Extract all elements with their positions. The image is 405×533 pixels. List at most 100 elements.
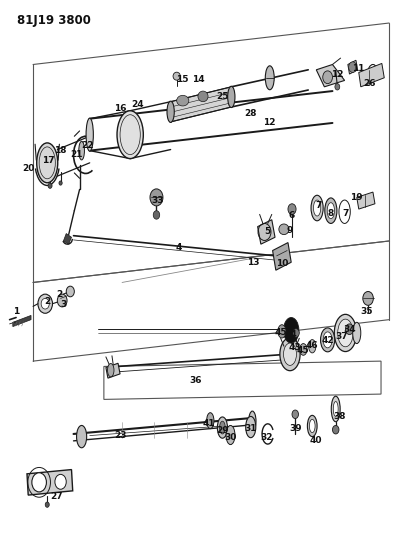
Text: 42: 42 [320,336,333,345]
Text: 45: 45 [296,346,309,355]
Ellipse shape [320,328,334,352]
Circle shape [55,474,66,489]
Circle shape [334,84,339,90]
Text: 7: 7 [314,201,321,210]
Ellipse shape [206,413,213,429]
Text: 9: 9 [286,226,292,235]
Ellipse shape [278,224,288,235]
Ellipse shape [313,200,320,216]
Text: 8: 8 [326,209,333,218]
Text: 20: 20 [22,164,34,173]
Polygon shape [63,233,71,244]
Ellipse shape [352,322,360,344]
Circle shape [48,183,52,188]
Text: 30: 30 [224,433,236,442]
Text: 22: 22 [81,141,94,150]
Polygon shape [358,63,383,87]
Ellipse shape [333,401,337,416]
Ellipse shape [86,118,93,151]
Ellipse shape [117,111,143,159]
Polygon shape [272,243,290,270]
Text: 29: 29 [215,426,228,435]
Ellipse shape [322,332,331,348]
Circle shape [348,62,356,72]
Text: 15: 15 [175,75,188,84]
Text: 39: 39 [288,424,301,433]
Ellipse shape [219,421,225,434]
Text: 12: 12 [263,118,275,127]
Text: 33: 33 [151,196,164,205]
Text: 12: 12 [330,70,343,78]
Circle shape [45,502,49,507]
Circle shape [332,425,338,434]
Text: 34: 34 [342,325,355,334]
Text: 40: 40 [309,437,321,446]
Circle shape [59,181,62,185]
Text: 24: 24 [131,100,143,109]
Ellipse shape [283,343,296,366]
Text: 32: 32 [260,433,273,442]
Text: 10: 10 [275,260,288,268]
Text: 44: 44 [284,330,297,339]
Text: 21: 21 [70,150,83,159]
Ellipse shape [166,101,174,123]
Ellipse shape [176,95,188,106]
Ellipse shape [324,198,336,223]
Text: 7: 7 [341,209,348,218]
Text: 46: 46 [305,341,317,350]
Circle shape [292,329,298,337]
Polygon shape [315,64,344,87]
Ellipse shape [310,195,322,221]
Text: 1: 1 [13,307,19,316]
Text: 31: 31 [244,424,256,433]
Ellipse shape [248,411,256,431]
Text: 4: 4 [175,244,181,253]
Circle shape [38,294,52,313]
Ellipse shape [264,66,273,90]
Text: 35: 35 [360,307,372,316]
Ellipse shape [333,314,356,352]
Circle shape [66,286,74,297]
Ellipse shape [36,143,58,183]
Circle shape [32,473,46,492]
Ellipse shape [326,203,334,219]
Circle shape [41,298,49,309]
Text: 41: 41 [202,419,215,428]
Text: 36: 36 [189,376,201,385]
Text: 27: 27 [50,491,63,500]
Ellipse shape [79,141,84,160]
Text: 3: 3 [60,300,66,309]
Text: 16: 16 [113,103,126,112]
Text: 2: 2 [56,290,62,299]
Ellipse shape [299,344,306,356]
Polygon shape [106,364,120,378]
Circle shape [345,324,353,335]
Text: 13: 13 [247,258,259,266]
Polygon shape [170,87,231,122]
Text: 26: 26 [362,78,375,87]
Ellipse shape [245,416,255,438]
Circle shape [362,292,373,305]
Ellipse shape [198,91,207,102]
Polygon shape [13,316,31,327]
Ellipse shape [309,419,314,433]
Ellipse shape [307,415,316,437]
Polygon shape [257,220,274,244]
Circle shape [149,189,162,206]
Text: 43: 43 [288,343,301,352]
Circle shape [153,211,159,219]
Text: 28: 28 [244,109,256,118]
Text: 37: 37 [334,332,347,341]
Text: 2: 2 [44,296,50,305]
Text: 17: 17 [42,156,55,165]
Polygon shape [347,60,357,74]
Ellipse shape [337,319,352,347]
Text: 81J19 3800: 81J19 3800 [17,14,91,27]
Text: 25: 25 [215,92,228,101]
Ellipse shape [330,396,339,422]
Circle shape [57,294,67,307]
Text: 14: 14 [191,75,204,84]
Polygon shape [27,470,72,495]
Text: 19: 19 [349,193,361,202]
Ellipse shape [227,86,234,108]
